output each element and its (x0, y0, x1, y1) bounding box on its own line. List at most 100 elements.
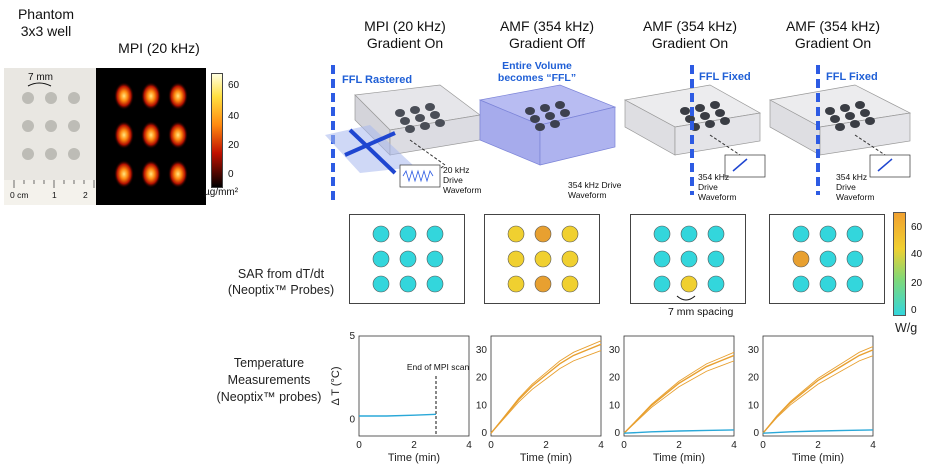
mpi-image-title: MPI (20 kHz) (118, 40, 200, 56)
ruler-label-0: 0 cm (10, 190, 29, 200)
sar-probe-dot (561, 275, 579, 293)
mpi-cbar-tick-0: 0 (228, 169, 234, 180)
temp-series-line (490, 340, 602, 434)
setup-panel-4 (768, 65, 912, 195)
mpi-heatmap (96, 68, 206, 205)
plot-frame (490, 335, 602, 437)
y-tick-label: 0 (481, 428, 487, 439)
col3-subtitle: Gradient On (651, 35, 729, 51)
waveform-label-2: 354 kHz Drive Waveform (568, 180, 622, 200)
sar-probe-dot (680, 250, 698, 268)
col3-title: AMF (354 kHz) (642, 18, 738, 34)
sar-probe-dot (792, 250, 810, 268)
temp-plot-2: 0 2 4 Time (min) 0 10 20 30 (476, 335, 604, 464)
y-tick-label: 20 (476, 373, 488, 384)
mpi-end-annotation: End of MPI scan (407, 362, 470, 372)
sar-panel-1 (349, 214, 465, 304)
y-tick-label: 0 (753, 428, 759, 439)
x-tick-label: 0 (488, 440, 494, 451)
ruler-label-1: 1 (52, 190, 57, 200)
sar-probe-dot (653, 250, 671, 268)
sar-cbar-tick-60: 60 (911, 222, 923, 233)
temp-series-line (490, 343, 602, 434)
sar-probe-dot (507, 225, 525, 243)
plot-frame (358, 335, 470, 437)
sar-probe-dot (707, 225, 725, 243)
phantom-title-text: Phantom (17, 6, 75, 22)
sar-probe-dot (846, 225, 864, 243)
sar-probe-dot (561, 225, 579, 243)
sar-probe-dot (653, 275, 671, 293)
y-tick-label: 10 (476, 400, 488, 411)
x-tick-label: 0 (760, 440, 766, 451)
setup-diagrams (325, 65, 912, 205)
setup-panel-3 (623, 65, 766, 195)
mpi-heatmap-graphic (114, 82, 188, 188)
mpi-cbar-tick-60: 60 (228, 80, 240, 91)
col2-header: AMF (354 kHz) Gradient Off (482, 18, 612, 52)
entire-volume-label: Entire Volume becomes “FFL” (497, 60, 577, 84)
sar-cbar-unit: W/g (895, 321, 918, 335)
ffl-fixed-label-2: FFL Fixed (826, 71, 878, 83)
temp-row-label-2: Measurements (227, 373, 311, 387)
x-tick-label: 2 (543, 440, 549, 451)
sar-probe-dot (680, 275, 698, 293)
temp-row-label-1: Temperature (233, 356, 305, 370)
y-tick-label: 30 (748, 345, 760, 356)
x-axis-label: Time (min) (653, 452, 705, 464)
sar-probe-dot (372, 250, 390, 268)
temp-series-line (623, 360, 735, 434)
y-tick-label: 30 (609, 345, 621, 356)
mpi-cbar-tick-20: 20 (228, 140, 240, 151)
x-tick-label: 4 (466, 440, 472, 451)
sar-spacing-brace (676, 295, 696, 301)
sar-probe-dot (399, 275, 417, 293)
x-axis-label: Time (min) (792, 452, 844, 464)
mpi-colorbar (211, 73, 223, 188)
col4-subtitle: Gradient On (794, 35, 872, 51)
x-tick-label: 2 (815, 440, 821, 451)
sar-spacing-label: 7 mm spacing (668, 306, 734, 318)
sar-probe-dot (426, 275, 444, 293)
sar-probe-dot (792, 225, 810, 243)
ruler-label-2: 2 (83, 190, 88, 200)
sar-probe-dot (819, 275, 837, 293)
phantom-photo-graphic (4, 68, 96, 205)
y-tick-label: 10 (748, 400, 760, 411)
sar-probe-dot (707, 250, 725, 268)
sar-probe-dot (372, 275, 390, 293)
temp-series-line (762, 346, 874, 434)
sar-probe-dot (819, 225, 837, 243)
waveform-label-3: 354 kHz Drive Waveform (698, 172, 737, 202)
ffl-fixed-label-1: FFL Fixed (699, 71, 751, 83)
sar-probe-dot (534, 250, 552, 268)
sar-probe-dot (707, 275, 725, 293)
sar-probe-dot (426, 250, 444, 268)
ffl-rastered-label: FFL Rastered (342, 74, 413, 86)
x-tick-label: 0 (356, 440, 362, 451)
temp-series-line (623, 351, 735, 434)
sar-row-label-2: (Neoptix™ Probes) (227, 283, 335, 297)
waveform-label-4: 354 kHz Drive Waveform (836, 172, 875, 202)
y-tick-label: 30 (476, 345, 488, 356)
sar-probe-dot (372, 225, 390, 243)
temp-series-line (490, 350, 602, 434)
temp-plot-4: 0 2 4 Time (min) 0 10 20 30 (748, 335, 876, 464)
temp-series-line (623, 429, 735, 434)
temp-plot-1: 0 2 4 Time (min) 0 5 Δ T (°C) End of MPI scan (330, 332, 472, 464)
sar-probe-dot (399, 250, 417, 268)
temp-row-label: Temperature Measurements (Neoptix™ probe… (206, 355, 332, 406)
y-tick-label: 5 (349, 332, 355, 342)
temp-series-line (623, 354, 735, 434)
col2-subtitle: Gradient Off (508, 35, 585, 51)
phantom-spacing-label: 7 mm (28, 72, 53, 83)
sar-probe-dot (561, 250, 579, 268)
sar-row-label-1: SAR from dT/dt (237, 267, 325, 281)
sar-panel-2 (484, 214, 600, 304)
temp-series-line (762, 355, 874, 434)
temp-plot-3: 0 2 4 Time (min) 0 10 20 30 (609, 335, 737, 464)
sar-probe-dot (653, 225, 671, 243)
sar-probe-dot (426, 225, 444, 243)
phantom-title: Phantom 3x3 well (4, 6, 88, 40)
sar-colorbar (893, 212, 906, 316)
